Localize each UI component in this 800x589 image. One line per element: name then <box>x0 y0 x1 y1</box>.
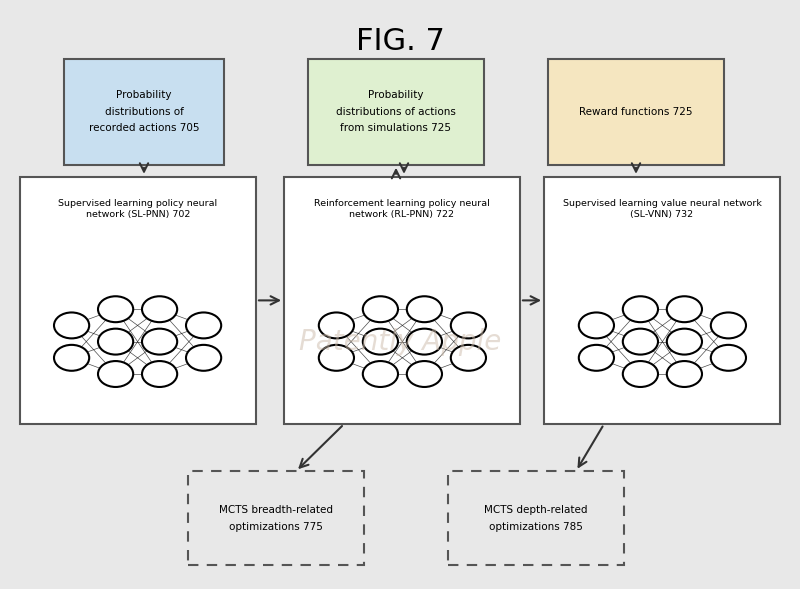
Circle shape <box>98 296 133 322</box>
FancyBboxPatch shape <box>548 59 724 165</box>
Circle shape <box>406 361 442 387</box>
Text: recorded actions 705: recorded actions 705 <box>89 124 199 133</box>
Circle shape <box>666 361 702 387</box>
Circle shape <box>666 329 702 355</box>
Circle shape <box>142 361 178 387</box>
Circle shape <box>578 345 614 371</box>
Text: Supervised learning policy neural
network (SL-PNN) 702: Supervised learning policy neural networ… <box>58 200 218 219</box>
Circle shape <box>142 329 178 355</box>
FancyBboxPatch shape <box>188 471 364 565</box>
Circle shape <box>710 345 746 371</box>
Circle shape <box>578 313 614 339</box>
FancyBboxPatch shape <box>308 59 484 165</box>
Circle shape <box>142 296 178 322</box>
FancyBboxPatch shape <box>64 59 224 165</box>
Text: optimizations 775: optimizations 775 <box>229 522 323 531</box>
Circle shape <box>98 361 133 387</box>
Circle shape <box>622 296 658 322</box>
Circle shape <box>54 345 89 371</box>
FancyBboxPatch shape <box>20 177 256 424</box>
Text: Probability: Probability <box>368 91 424 100</box>
Circle shape <box>363 329 398 355</box>
Circle shape <box>666 296 702 322</box>
Circle shape <box>622 329 658 355</box>
Circle shape <box>406 296 442 322</box>
Text: optimizations 785: optimizations 785 <box>489 522 583 531</box>
FancyBboxPatch shape <box>284 177 520 424</box>
Text: distributions of: distributions of <box>105 107 183 117</box>
Circle shape <box>710 313 746 339</box>
Circle shape <box>406 329 442 355</box>
Text: MCTS breadth-related: MCTS breadth-related <box>219 505 333 515</box>
Circle shape <box>451 345 486 371</box>
Text: Probability: Probability <box>116 91 172 100</box>
FancyBboxPatch shape <box>544 177 780 424</box>
Text: FIG. 7: FIG. 7 <box>355 27 445 56</box>
Circle shape <box>98 329 133 355</box>
Text: Supervised learning value neural network
(SL-VNN) 732: Supervised learning value neural network… <box>562 200 762 219</box>
Circle shape <box>318 345 354 371</box>
Circle shape <box>318 313 354 339</box>
Circle shape <box>186 313 221 339</box>
Text: Patently Apple: Patently Apple <box>299 327 501 356</box>
Text: MCTS depth-related: MCTS depth-related <box>484 505 588 515</box>
Circle shape <box>622 361 658 387</box>
Circle shape <box>451 313 486 339</box>
Circle shape <box>186 345 221 371</box>
Circle shape <box>363 361 398 387</box>
Text: distributions of actions: distributions of actions <box>336 107 456 117</box>
Text: Reinforcement learning policy neural
network (RL-PNN) 722: Reinforcement learning policy neural net… <box>314 200 490 219</box>
Circle shape <box>54 313 89 339</box>
Text: from simulations 725: from simulations 725 <box>341 124 451 133</box>
Circle shape <box>363 296 398 322</box>
Text: Reward functions 725: Reward functions 725 <box>579 107 693 117</box>
FancyBboxPatch shape <box>448 471 624 565</box>
